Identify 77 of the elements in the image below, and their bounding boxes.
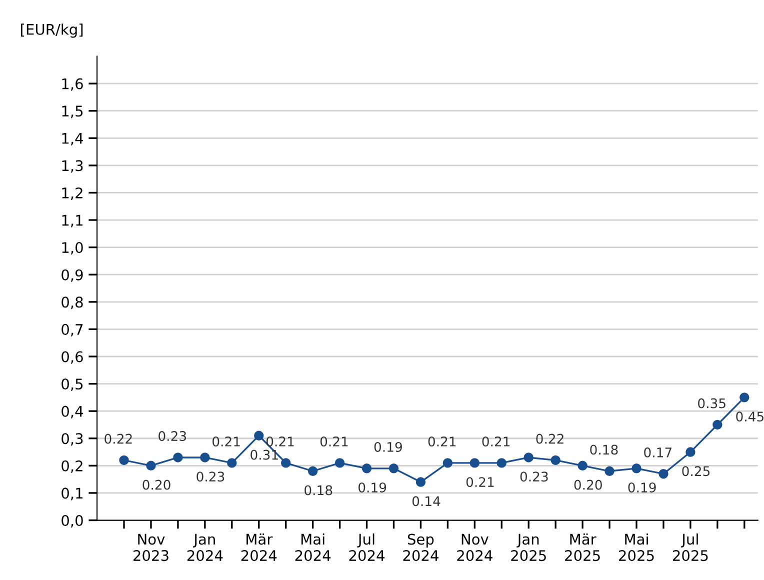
point <box>388 464 399 474</box>
data-label: 0.20 <box>574 480 602 490</box>
x-tick-label: Mai 2024 <box>295 533 331 562</box>
data-label: 0.21 <box>428 436 456 446</box>
data-label: 0.23 <box>196 472 224 482</box>
y-tick-label: 0,0 <box>62 514 83 528</box>
data-label: 0.31 <box>250 450 278 460</box>
data-label: 0.35 <box>698 398 726 408</box>
point <box>308 466 318 476</box>
data-label: 0.20 <box>142 480 170 490</box>
point <box>173 452 183 462</box>
data-label: 0.21 <box>212 436 240 446</box>
y-tick-label: 0,9 <box>62 269 83 282</box>
point <box>470 458 480 468</box>
y-tick-label: 1,1 <box>62 214 82 228</box>
y-tick-label: 0,8 <box>62 296 83 310</box>
point <box>578 460 588 471</box>
data-label: 0.21 <box>466 477 494 488</box>
x-tick-label: Nov 2024 <box>457 534 492 562</box>
data-label: 0.45 <box>736 412 764 422</box>
data-label: 0.21 <box>320 436 348 446</box>
y-tick-label: 0,2 <box>62 460 82 473</box>
y-tick-label: 1,0 <box>62 242 83 255</box>
point <box>227 458 237 468</box>
data-label: 0.19 <box>358 482 386 493</box>
point <box>604 466 614 476</box>
data-label: 0.14 <box>412 496 440 506</box>
x-tick-label: Mär 2025 <box>565 533 600 562</box>
data-label: 0.21 <box>482 436 510 446</box>
x-tick-label: Sep 2024 <box>403 534 438 562</box>
point <box>550 455 560 466</box>
y-tick-label: 1,6 <box>62 78 83 91</box>
data-label: 0.18 <box>590 444 618 455</box>
point <box>254 430 264 441</box>
y-tick-label: 0,5 <box>62 378 83 392</box>
data-label: 0.23 <box>520 472 548 482</box>
point <box>524 452 534 462</box>
point <box>686 447 696 457</box>
data-label: 0.18 <box>304 485 332 496</box>
point <box>280 458 291 468</box>
point <box>146 460 156 471</box>
x-tick-label: Mai 2025 <box>619 533 654 562</box>
point <box>712 420 722 430</box>
data-label: 0.21 <box>266 436 294 446</box>
y-tick-label: 1,5 <box>62 106 83 118</box>
y-tick-label: 1,4 <box>62 133 84 146</box>
x-tick-label: Jul 2024 <box>349 533 385 562</box>
data-label: 0.23 <box>158 431 186 442</box>
x-tick-label: Jan 2025 <box>511 534 546 562</box>
point <box>740 392 750 402</box>
x-tick-label: Nov 2023 <box>133 534 168 562</box>
y-tick-label: 0,3 <box>62 433 83 446</box>
y-tick-label: 1,3 <box>62 160 83 173</box>
point <box>119 455 129 466</box>
x-tick-label: Mär 2024 <box>241 533 277 562</box>
point <box>334 458 345 468</box>
y-axis-title: [EUR/kg] <box>21 24 83 38</box>
y-tick-label: 0,4 <box>62 406 84 418</box>
data-label: 0.25 <box>682 466 710 476</box>
data-label: 0.19 <box>628 482 656 493</box>
point <box>658 469 668 479</box>
data-label: 0.22 <box>104 434 132 444</box>
point <box>496 458 506 468</box>
y-tick-label: 1,2 <box>62 187 82 200</box>
point <box>200 452 210 462</box>
y-tick-label: 0,6 <box>62 351 83 364</box>
data-label: 0.17 <box>644 447 672 458</box>
y-tick-label: 0,7 <box>62 324 83 336</box>
data-label: 0.19 <box>374 442 402 452</box>
point <box>632 464 642 474</box>
x-tick-label: Jan 2024 <box>187 534 223 562</box>
point <box>442 458 453 468</box>
point <box>416 477 426 487</box>
x-tick-label: Jul 2025 <box>672 533 708 562</box>
y-tick-label: 0,1 <box>62 488 82 500</box>
data-label: 0.22 <box>536 434 564 444</box>
point <box>362 464 372 474</box>
